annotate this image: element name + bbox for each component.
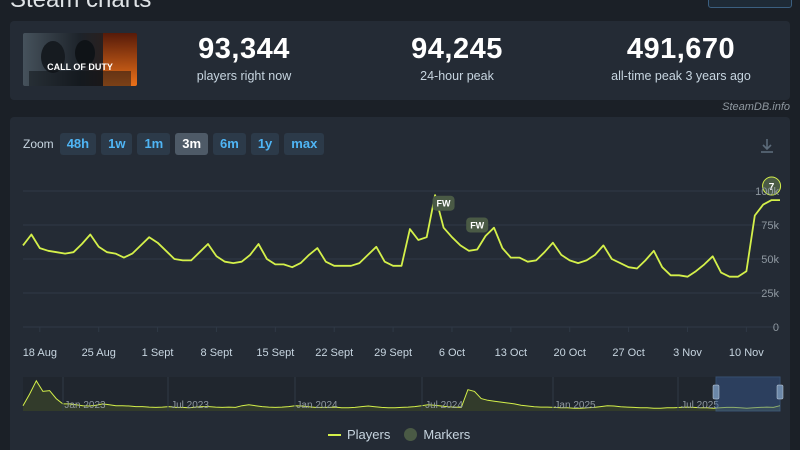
navigator-handle[interactable] (712, 384, 720, 400)
navigator-label: Jan 2024 (296, 400, 338, 411)
y-tick-label: 25k (761, 288, 779, 300)
stat-all-time-peak: 491,670 all-time peak 3 years ago (581, 33, 781, 83)
y-tick-label: 0 (773, 322, 779, 334)
steamdb-credit[interactable]: SteamDB.info (722, 101, 790, 113)
marker-badge (432, 195, 455, 211)
y-tick-label: 100k (755, 186, 779, 198)
players-chart[interactable]: 18 Aug 25 Aug 1 Sept 8 Sept 15 Sept 22 Sept 29… (10, 117, 790, 450)
navigator-label: Jan 2023 (64, 400, 106, 411)
marker-label: FW (470, 220, 484, 230)
zoom-bar: Zoom 48h 1w 1m 3m 6m 1y max (23, 133, 329, 155)
zoom-1m-button[interactable]: 1m (137, 133, 171, 155)
x-tick-label: 8 Sept (201, 347, 233, 359)
x-tick-label: 27 Oct (612, 347, 644, 359)
navigator-handle[interactable] (776, 384, 784, 400)
x-tick-label: 10 Nov (729, 347, 764, 359)
stat-24h-peak-label: 24-hour peak (420, 69, 494, 83)
stat-current-value: 93,344 (198, 33, 290, 65)
stat-current: 93,344 players right now (144, 33, 344, 83)
zoom-label: Zoom (23, 137, 54, 151)
marker-badge (466, 217, 489, 233)
game-logo-text: CALL OF DUTY (47, 62, 113, 72)
x-tick-label: 22 Sept (315, 347, 353, 359)
chart-marker[interactable]: FW (432, 195, 455, 211)
x-tick-label: 1 Sept (142, 347, 174, 359)
x-tick-label: 29 Sept (374, 347, 412, 359)
navigator-label: Jul 2023 (171, 400, 209, 411)
download-icon[interactable] (758, 137, 776, 155)
navigator-label: Jul 2025 (681, 400, 719, 411)
stat-24h-peak-value: 94,245 (411, 33, 503, 65)
legend-players-swatch[interactable] (328, 433, 341, 436)
stat-all-time-peak-label: all-time peak 3 years ago (611, 69, 751, 83)
stat-all-time-peak-value: 491,670 (626, 33, 736, 65)
navigator-line (22, 379, 781, 409)
x-tick-label: 3 Nov (673, 347, 702, 359)
marker-label: 7 (769, 182, 775, 193)
navigator-label: Jan 2025 (554, 400, 596, 411)
stats-card: CALL OF DUTY 93,344 players right now 94… (10, 21, 790, 100)
x-tick-label: 20 Oct (554, 347, 586, 359)
marker-badge (762, 176, 782, 196)
legend-markers-swatch[interactable] (404, 428, 418, 441)
zoom-6m-button[interactable]: 6m (213, 133, 246, 155)
navigator-label: Jul 2024 (425, 400, 463, 411)
chart-marker[interactable]: 7 (762, 176, 782, 196)
x-tick-label: 13 Oct (495, 347, 527, 359)
zoom-48h-button[interactable]: 48h (59, 133, 97, 155)
x-tick-label: 25 Aug (82, 347, 116, 359)
navigator-background (23, 377, 780, 411)
legend-markers-label[interactable]: Markers (423, 427, 471, 442)
y-tick-label: 50k (761, 254, 779, 266)
chart-card: Zoom 48h 1w 1m 3m 6m 1y max 18 Aug 25 Aug… (10, 117, 790, 450)
zoom-1y-button[interactable]: 1y (250, 133, 280, 155)
navigator-selection[interactable] (715, 376, 781, 412)
players-series-line (22, 194, 780, 278)
top-right-button[interactable] (708, 0, 792, 8)
zoom-3m-button[interactable]: 3m (175, 133, 209, 155)
zoom-max-button[interactable]: max (284, 133, 325, 155)
chart-legend: Players Markers (328, 427, 470, 442)
x-tick-label: 6 Oct (439, 347, 465, 359)
legend-players-label[interactable]: Players (347, 427, 391, 442)
game-thumbnail[interactable]: CALL OF DUTY (23, 33, 137, 86)
page-title: Steam charts (10, 0, 151, 14)
stat-24h-peak: 94,245 24-hour peak (357, 33, 557, 83)
x-tick-label: 15 Sept (256, 347, 294, 359)
marker-label: FW (437, 199, 451, 209)
chart-marker[interactable]: FW (466, 217, 489, 233)
x-tick-label: 18 Aug (23, 347, 57, 359)
stat-current-label: players right now (196, 69, 292, 83)
zoom-1w-button[interactable]: 1w (101, 133, 133, 155)
y-tick-label: 75k (761, 220, 779, 232)
